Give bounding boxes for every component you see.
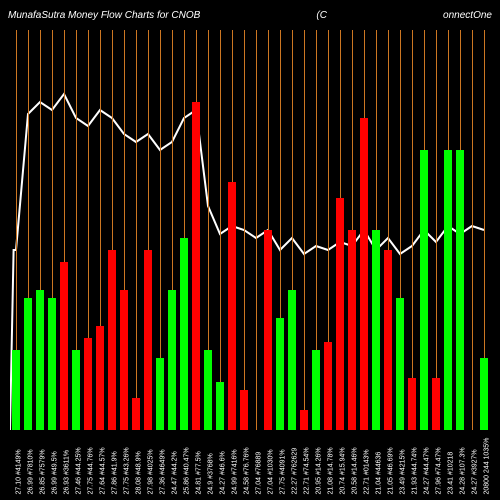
volume-bar (456, 150, 464, 430)
volume-bar (108, 250, 116, 430)
x-axis-label: 22.27 #762629 (292, 448, 299, 495)
x-axis-label: 27.86 #41.9% (112, 451, 119, 494)
volume-bar (396, 298, 404, 430)
volume-bar (168, 290, 176, 430)
x-axis-label: 20.58 #14.46% (352, 447, 359, 494)
x-axis-label: 27.46 #44.25% (76, 447, 83, 494)
x-axis-label: 28.08 #48.9% (136, 451, 143, 494)
x-axis-label: 26.93 #3611% (64, 450, 71, 495)
x-axis-label: 24.47 #44.2% (172, 451, 179, 494)
x-axis-label: 22.71 #74.54% (304, 447, 311, 494)
grid-line (220, 30, 221, 430)
x-axis-labels: 27.10 #4149% 26.99 #7810% 26.85 #7579% 26.9… (10, 430, 490, 500)
grid-line (136, 30, 137, 430)
grid-line (472, 30, 473, 430)
volume-bar (24, 298, 32, 430)
x-axis-label: 21.08 #14.78% (328, 447, 335, 494)
x-axis-label: 20800 244 1035% (484, 438, 491, 495)
volume-bar (240, 390, 248, 430)
volume-bar (384, 250, 392, 430)
volume-bar (120, 290, 128, 430)
volume-bar (48, 298, 56, 430)
volume-bar (180, 238, 188, 430)
x-axis-label: 24.27 #46.6% (220, 451, 227, 494)
volume-bar (144, 250, 152, 430)
volume-bar (60, 262, 68, 430)
x-axis-label: 27.96 #74.47% (436, 447, 443, 494)
volume-bar (408, 378, 416, 430)
grid-line (436, 30, 437, 430)
x-axis-label: 23.49 #4215% (400, 449, 407, 494)
x-axis-label: 26.99 #7810% (28, 449, 35, 494)
volume-bar (288, 290, 296, 430)
volume-bar (276, 318, 284, 430)
x-axis-label: 20.74 #15.94% (340, 447, 347, 494)
header-left: MunafaSutra Money Flow Charts for CNOB (8, 10, 200, 21)
volume-bar (312, 350, 320, 430)
volume-bar (360, 118, 368, 430)
x-axis-label: 27.75 #43.26% (124, 447, 131, 494)
x-axis-label: 24.28 #107.3% (460, 447, 467, 494)
x-axis-label: 25.86 #40.47% (184, 447, 191, 494)
x-axis-label: 27.10 #4149% (16, 449, 23, 494)
grid-line (412, 30, 413, 430)
volume-bar (348, 230, 356, 430)
volume-bar (192, 102, 200, 430)
x-axis-label: 27.04 #1030% (268, 449, 275, 494)
volume-bar (420, 150, 428, 430)
x-axis-label: 27.04 #76889 (256, 452, 263, 495)
volume-bar (36, 290, 44, 430)
x-axis-label: 21.05 #46.69% (388, 447, 395, 494)
volume-bar (432, 378, 440, 430)
plot-area (10, 30, 490, 430)
x-axis-label: 24.99 #7416% (232, 449, 239, 494)
x-axis-label: 22.71 #0143% (364, 449, 371, 494)
price-line (10, 30, 490, 430)
volume-bar (264, 230, 272, 430)
grid-line (256, 30, 257, 430)
x-axis-label: 23.41 #10218 (448, 452, 455, 495)
x-axis-label: 27.98 #4025% (148, 449, 155, 494)
x-axis-label: 24.9 #3768% (208, 453, 215, 494)
volume-bar (132, 398, 140, 430)
x-axis-label: 24.58 #76.76% (244, 447, 251, 494)
volume-bar (300, 410, 308, 430)
x-axis-label: 24.81 #77.5% (196, 451, 203, 494)
money-flow-chart: MunafaSutra Money Flow Charts for CNOB (… (0, 0, 500, 500)
volume-bar (216, 382, 224, 430)
volume-bar (204, 350, 212, 430)
volume-bar (444, 150, 452, 430)
volume-bar (12, 350, 20, 430)
x-axis-label: 21.93 #44.74% (412, 447, 419, 494)
volume-bar (96, 326, 104, 430)
grid-line (244, 30, 245, 430)
header-right: onnectOne (443, 10, 492, 21)
x-axis-label: 26.99 #49.5% (52, 451, 59, 494)
volume-bar (372, 230, 380, 430)
volume-bar (324, 342, 332, 430)
x-axis-label: 27.75 #4091% (280, 449, 287, 494)
grid-line (304, 30, 305, 430)
x-axis-label: 26.85 #7579% (40, 449, 47, 494)
volume-bar (84, 338, 92, 430)
volume-bar (228, 182, 236, 430)
header-mid: (C (316, 10, 327, 21)
volume-bar (72, 350, 80, 430)
x-axis-label: 24.27 #3927% (472, 449, 479, 494)
x-axis-label: 21.04 #44636 (376, 452, 383, 495)
x-axis-label: 27.36 #4649% (160, 449, 167, 494)
x-axis-label: 20.95 #14.26% (316, 447, 323, 494)
x-axis-label: 27.75 #44.76% (88, 447, 95, 494)
volume-bar (336, 198, 344, 430)
volume-bar (156, 358, 164, 430)
chart-header: MunafaSutra Money Flow Charts for CNOB (… (0, 0, 500, 30)
x-axis-label: 27.64 #44.57% (100, 447, 107, 494)
volume-bar (480, 358, 488, 430)
x-axis-label: 24.27 #44.47% (424, 447, 431, 494)
